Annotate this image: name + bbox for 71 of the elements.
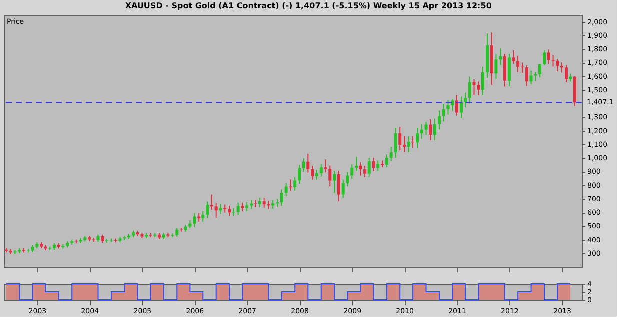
candlestick (508, 53, 511, 87)
candlestick (442, 103, 446, 122)
candlestick (206, 201, 210, 219)
candlestick (280, 189, 284, 206)
candlestick (512, 50, 516, 65)
candlestick (298, 164, 302, 185)
candlestick (543, 50, 546, 66)
candlestick (424, 121, 428, 136)
candlestick (403, 136, 406, 153)
candlestick (246, 202, 249, 212)
candlestick (398, 126, 402, 151)
candlestick (262, 198, 266, 208)
candlestick (446, 100, 450, 116)
candlestick (214, 202, 218, 218)
candlestick (438, 110, 441, 130)
candlestick (420, 124, 424, 140)
candlestick (468, 76, 472, 104)
candlestick (193, 212, 196, 228)
candlestick (350, 164, 354, 180)
candlestick (337, 170, 340, 202)
candlestick (394, 128, 398, 159)
candlestick (315, 170, 318, 180)
candlestick (516, 55, 520, 73)
candlestick (494, 54, 498, 80)
candlestick (390, 146, 393, 162)
candlestick (408, 136, 411, 153)
candlestick (434, 118, 437, 141)
candlestick (342, 179, 345, 199)
candlestick (284, 182, 288, 197)
candlestick (499, 48, 502, 66)
candlestick (364, 166, 367, 178)
candlestick (416, 128, 419, 149)
candlestick (451, 98, 454, 112)
candlestick (538, 64, 542, 78)
candlestick (556, 58, 560, 72)
candlestick (302, 158, 306, 172)
candlestick (328, 165, 332, 188)
candlestick (320, 164, 323, 178)
candlestick (464, 92, 467, 108)
candlestick (472, 78, 476, 96)
candlestick (333, 170, 336, 194)
candlestick (202, 211, 205, 222)
candlestick (258, 198, 262, 208)
candlestick (372, 158, 376, 172)
candlestick (530, 70, 533, 85)
candlestick (460, 96, 463, 119)
candlestick (564, 64, 568, 83)
candlestick (560, 62, 564, 74)
candlestick (368, 158, 371, 178)
candlestick (210, 194, 214, 211)
candlestick (324, 159, 328, 174)
candlestick (254, 200, 258, 208)
candlestick (376, 160, 380, 172)
candlestick (346, 172, 350, 188)
candlestick (477, 81, 480, 96)
candlestick (306, 153, 310, 174)
candlestick (359, 162, 362, 176)
candlestick (482, 66, 485, 96)
candlestick (456, 94, 459, 116)
candlestick (547, 49, 550, 65)
candlestick (228, 205, 232, 217)
candlestick (429, 118, 432, 141)
candlestick (355, 156, 358, 172)
candlestick (294, 176, 297, 192)
candlestick (525, 64, 528, 87)
candlestick (236, 202, 240, 216)
candlestick (552, 54, 555, 68)
candlestick (311, 166, 314, 180)
candlestick (386, 154, 389, 168)
chart-title: XAUUSD - Spot Gold (A1 Contract) (-) 1,407.1 (-5.15%) Weekly 15 Apr 2013 12:50 (125, 2, 492, 10)
candlestick (219, 203, 222, 215)
